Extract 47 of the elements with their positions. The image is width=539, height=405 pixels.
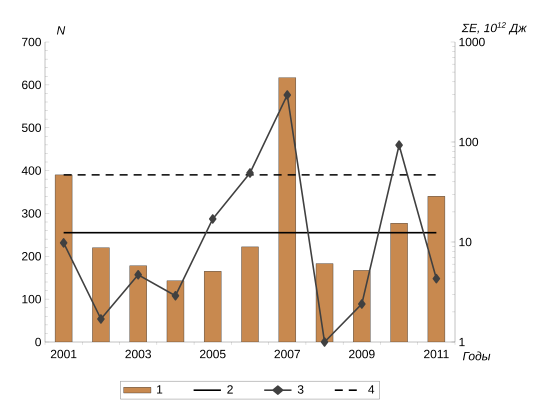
point bbox=[246, 168, 254, 178]
y2-tick-label: 1 bbox=[459, 338, 465, 346]
point bbox=[97, 314, 105, 324]
y2-tick-label: 1000 bbox=[459, 38, 485, 46]
y2-tick-label: 100 bbox=[459, 138, 478, 146]
point bbox=[283, 90, 292, 100]
point bbox=[60, 238, 68, 248]
y-tick-label: 400 bbox=[22, 166, 41, 175]
point bbox=[208, 214, 217, 224]
point bbox=[134, 270, 142, 280]
point bbox=[432, 274, 440, 284]
x-tick-label: 2007 bbox=[274, 350, 300, 358]
point bbox=[358, 299, 366, 309]
legend-label: 3 bbox=[298, 385, 304, 394]
y2-tick-label: 10 bbox=[459, 238, 472, 246]
y-tick-label: 300 bbox=[22, 209, 41, 218]
bar bbox=[316, 263, 334, 342]
y-tick-label: 700 bbox=[22, 38, 41, 46]
x-tick-label: 2005 bbox=[200, 350, 226, 358]
legend-label: 4 bbox=[368, 385, 374, 394]
y-tick-label: 200 bbox=[22, 252, 41, 261]
x-tick-label: 2001 bbox=[50, 350, 76, 358]
y-tick-label: 500 bbox=[22, 123, 41, 132]
y-tick-label: 100 bbox=[22, 294, 41, 304]
point bbox=[395, 140, 403, 150]
x-tick-label: 2003 bbox=[125, 350, 151, 358]
point bbox=[320, 337, 328, 347]
bar bbox=[241, 246, 259, 342]
y2-axis-title: ΣE, 10$^{12}$ Дж bbox=[462, 22, 527, 34]
x-tick-label: 2009 bbox=[349, 350, 375, 358]
legend-label: 1 bbox=[157, 385, 162, 394]
x-axis-title: Годы bbox=[462, 352, 490, 360]
y-tick-label: 0 bbox=[35, 338, 42, 346]
y-axis-title: N bbox=[56, 26, 66, 34]
legend-label: 2 bbox=[227, 385, 233, 394]
bar bbox=[390, 223, 408, 342]
bar bbox=[353, 270, 371, 342]
bar bbox=[278, 77, 296, 342]
x-tick-label: 2011 bbox=[424, 350, 449, 358]
bar bbox=[428, 196, 446, 342]
point bbox=[172, 290, 180, 301]
bar bbox=[129, 266, 147, 342]
y-tick-label: 600 bbox=[22, 80, 41, 90]
bar bbox=[54, 174, 72, 342]
bar bbox=[204, 271, 222, 342]
bar bbox=[166, 280, 184, 342]
bar bbox=[92, 248, 110, 342]
